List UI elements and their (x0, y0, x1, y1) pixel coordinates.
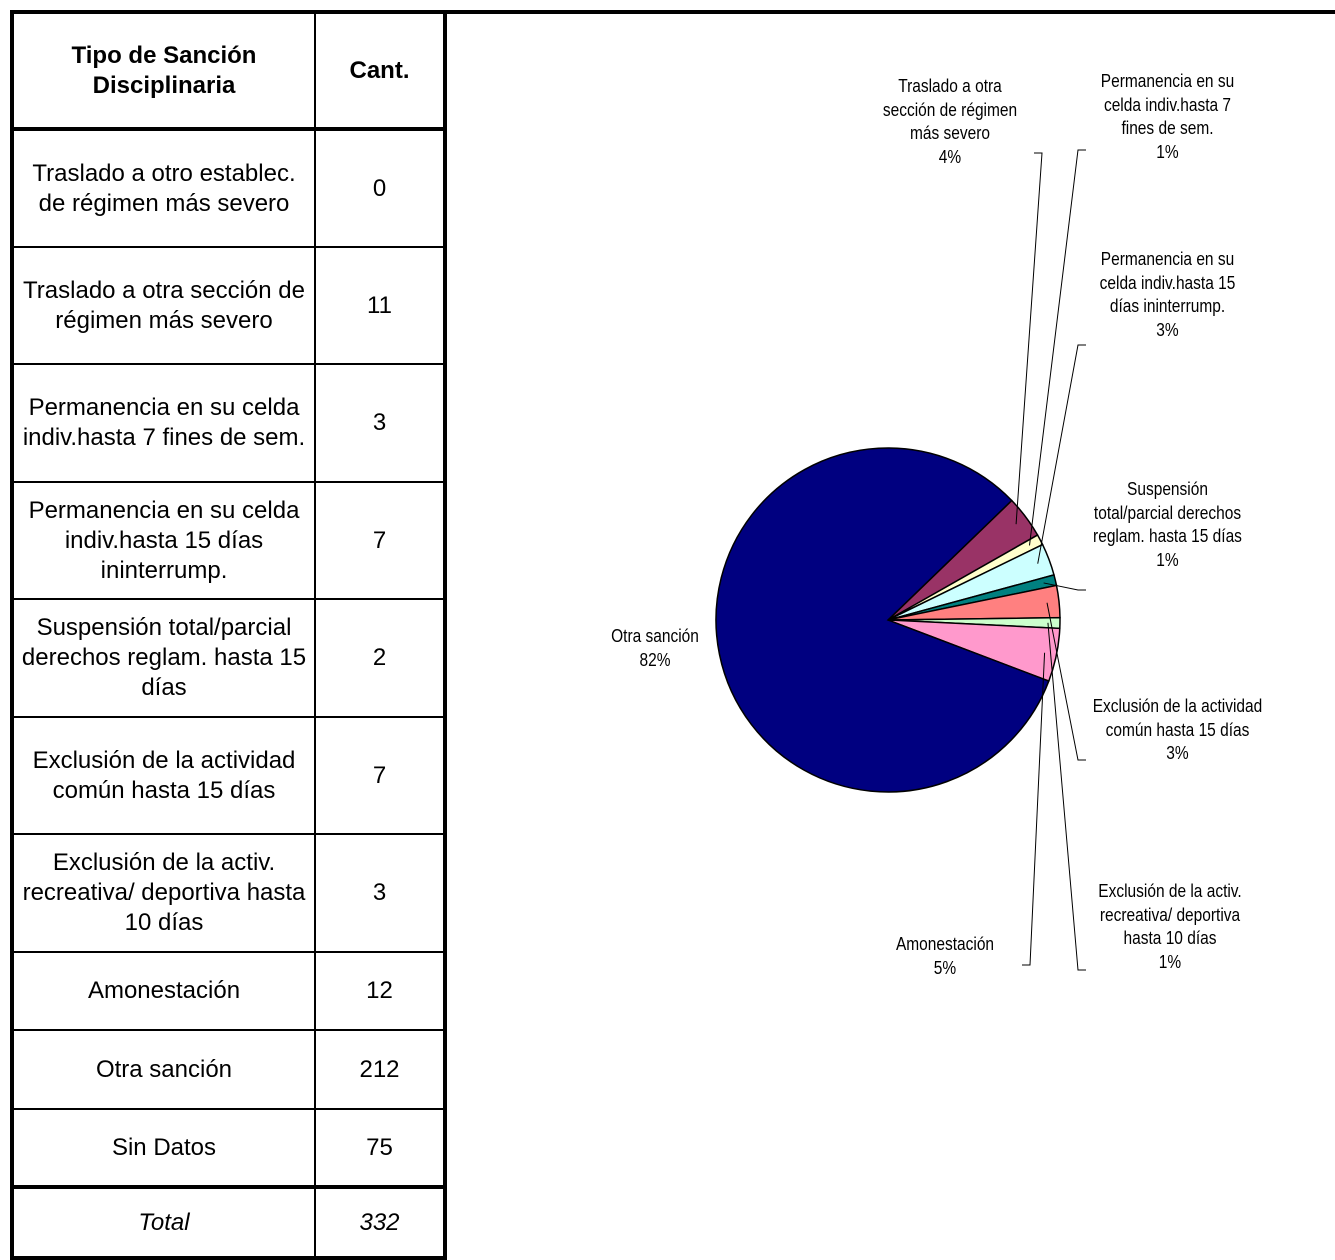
slice-percent: 4% (938, 146, 962, 167)
slice-name: Otra sanción (611, 626, 699, 646)
leader-line (1037, 344, 1086, 564)
leader-line (1046, 602, 1086, 761)
slice-percent: 5% (933, 957, 957, 978)
slice-label: Otra sanción 82% (573, 625, 736, 672)
slice-percent: 82% (639, 649, 671, 670)
leader-line (1047, 622, 1086, 971)
table-cell: 7 (314, 481, 446, 600)
table-cell: Traslado a otro establec. de régimen más… (11, 128, 316, 248)
leader-line (1015, 152, 1043, 525)
slice-name: Amonestación (895, 934, 995, 954)
table-cell: 2 (314, 598, 446, 718)
table-cell: Permanencia en su celda indiv.hasta 15 d… (11, 481, 316, 600)
table-cell: Suspensión total/parcial derechos reglam… (11, 598, 316, 718)
slice-label: Permanencia en su celda indiv.hasta 15 d… (1092, 248, 1243, 342)
table-row: Total 332 (11, 1185, 446, 1259)
table-cell: Otra sanción (11, 1029, 316, 1110)
leader-line (1022, 652, 1046, 966)
table-cell: Cant. (314, 11, 446, 131)
slice-percent: 3% (1156, 319, 1179, 340)
slice-label: Amonestación 5% (863, 933, 1026, 980)
table-cell: 7 (314, 716, 446, 835)
table-row: Sin Datos 75 (11, 1108, 446, 1188)
table-row: Exclusión de la activ. recreativa/ depor… (11, 833, 446, 953)
table-cell: 3 (314, 363, 446, 483)
table-cell: Tipo de Sanción Disciplinaria (11, 11, 316, 131)
slice-percent: 1% (1156, 141, 1179, 162)
table-row: Suspensión total/parcial derechos reglam… (11, 598, 446, 718)
slice-label: Suspensión total/parcial derechos reglam… (1092, 478, 1243, 572)
table-row: Permanencia en su celda indiv.hasta 15 d… (11, 481, 446, 600)
slice-label: Traslado a otra sección de régimen más s… (881, 75, 1019, 169)
table-cell: 0 (314, 128, 446, 248)
slice-name: Traslado a otra sección de régimen más s… (882, 76, 1018, 143)
table-cell: Exclusión de la activ. recreativa/ depor… (11, 833, 316, 953)
table-row: Tipo de Sanción Disciplinaria Cant. (11, 11, 446, 131)
slice-name: Exclusión de la actividad común hasta 15… (1092, 696, 1263, 740)
slice-percent: 1% (1158, 951, 1182, 972)
table-cell: 11 (314, 246, 446, 365)
slice-percent: 3% (1166, 743, 1189, 763)
table-cell: 75 (314, 1108, 446, 1188)
table-cell: Traslado a otra sección de régimen más s… (11, 246, 316, 365)
table-row: Traslado a otra sección de régimen más s… (11, 246, 446, 365)
table-cell: 3 (314, 833, 446, 953)
table-cell: Sin Datos (11, 1108, 316, 1188)
table-row: Amonestación 12 (11, 951, 446, 1031)
slice-name: Suspensión total/parcial derechos reglam… (1093, 479, 1242, 546)
pie-slice (715, 447, 1050, 793)
leader-line (1043, 582, 1086, 591)
chart-panel (443, 10, 1335, 1256)
table-cell: Total (11, 1185, 316, 1259)
table-row: Permanencia en su celda indiv.hasta 7 fi… (11, 363, 446, 483)
table-cell: Permanencia en su celda indiv.hasta 7 fi… (11, 363, 316, 483)
slice-name: Exclusión de la activ. recreativa/ depor… (1098, 881, 1242, 948)
table-row: Otra sanción 212 (11, 1029, 446, 1110)
table-row: Traslado a otro establec. de régimen más… (11, 128, 446, 248)
leader-line (1029, 149, 1086, 546)
table-cell: 212 (314, 1029, 446, 1110)
table-row: Exclusión de la actividad común hasta 15… (11, 716, 446, 835)
slice-percent: 1% (1156, 549, 1179, 570)
table-cell: Amonestación (11, 951, 316, 1031)
slice-name: Permanencia en su celda indiv.hasta 15 d… (1099, 249, 1236, 316)
slice-label: Permanencia en su celda indiv.hasta 7 fi… (1092, 70, 1243, 164)
slice-label: Exclusión de la activ. recreativa/ depor… (1084, 880, 1256, 974)
slice-name: Permanencia en su celda indiv.hasta 7 fi… (1100, 71, 1235, 138)
slice-label: Exclusión de la actividad común hasta 15… (1089, 695, 1265, 766)
sanction-table: Tipo de Sanción Disciplinaria Cant. Trasla… (10, 10, 447, 1260)
table-cell: Exclusión de la actividad común hasta 15… (11, 716, 316, 835)
